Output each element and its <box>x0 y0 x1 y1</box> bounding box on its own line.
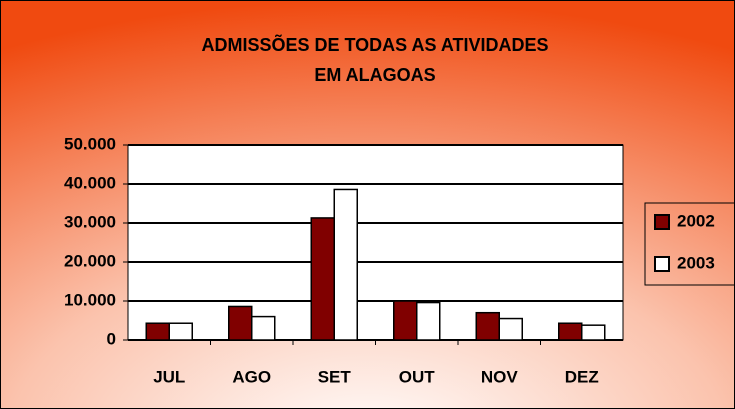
legend-swatch <box>654 256 670 272</box>
legend-box <box>644 202 735 286</box>
legend-label: 2003 <box>677 253 715 272</box>
bar <box>475 311 500 341</box>
bar <box>393 300 418 341</box>
plot-area <box>127 144 624 341</box>
bar <box>145 322 170 341</box>
x-tick-label: OUT <box>399 367 436 386</box>
y-tick-label: 50.000 <box>64 134 116 153</box>
bar <box>228 305 253 341</box>
x-tick-label: DEZ <box>565 367 599 386</box>
y-tick-label: 40.000 <box>64 173 116 192</box>
bar <box>581 324 606 341</box>
bar <box>498 317 523 341</box>
y-tick-label: 30.000 <box>64 212 116 231</box>
x-tick-label: NOV <box>481 367 519 386</box>
bar <box>310 217 335 341</box>
y-tick-label: 0 <box>107 329 116 348</box>
bar <box>558 322 583 341</box>
legend-swatch <box>654 214 670 230</box>
x-tick-label: AGO <box>232 367 271 386</box>
x-tick-label: JUL <box>153 367 185 386</box>
legend-label: 2002 <box>677 211 715 230</box>
bar <box>168 322 193 341</box>
bar <box>416 301 441 341</box>
bar <box>333 188 358 341</box>
x-tick-label: SET <box>318 367 352 386</box>
y-tick-label: 20.000 <box>64 251 116 270</box>
chart-title: ADMISSÕES DE TODAS AS ATIVIDADES EM ALAG… <box>201 35 549 85</box>
y-tick-label: 10.000 <box>64 290 116 309</box>
bar <box>251 315 276 341</box>
